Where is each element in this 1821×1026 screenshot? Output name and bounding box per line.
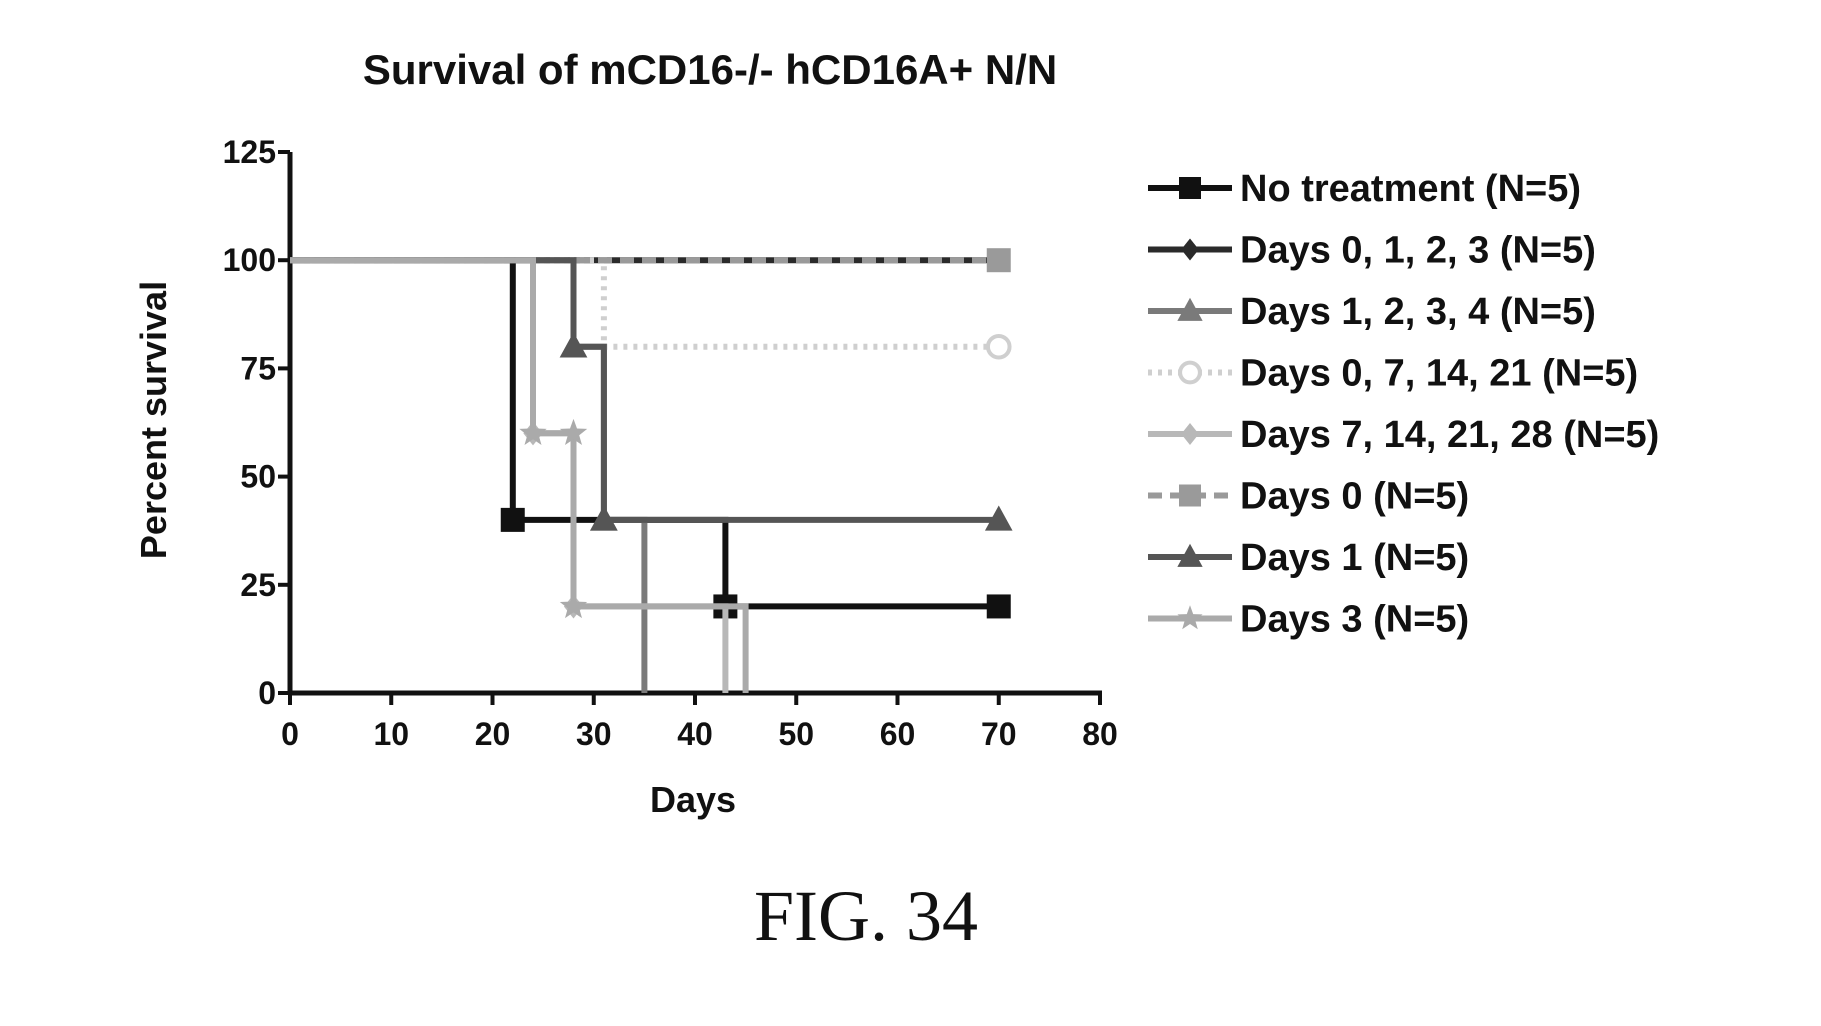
legend-label: Days 3 (N=5) bbox=[1240, 599, 1469, 641]
x-tick-label: 40 bbox=[677, 716, 713, 752]
legend-label: Days 0, 7, 14, 21 (N=5) bbox=[1240, 353, 1638, 395]
legend-entry: Days 0, 1, 2, 3 (N=5) bbox=[1148, 230, 1596, 272]
legend-entry: Days 3 (N=5) bbox=[1148, 599, 1469, 641]
legend-marker bbox=[1179, 485, 1201, 507]
chart-title: Survival of mCD16-/- hCD16A+ N/N bbox=[363, 46, 1057, 93]
series-line bbox=[290, 260, 746, 693]
series-line bbox=[290, 260, 999, 520]
series-line bbox=[290, 260, 725, 693]
legend-entry: Days 0 (N=5) bbox=[1148, 476, 1469, 518]
series-7 bbox=[290, 260, 1013, 530]
x-tick-label: 30 bbox=[576, 716, 612, 752]
data-point-marker bbox=[987, 248, 1011, 272]
series-1 bbox=[290, 260, 1011, 618]
series-line bbox=[290, 260, 999, 347]
legend-entry: Days 0, 7, 14, 21 (N=5) bbox=[1148, 353, 1638, 395]
legend-label: Days 7, 14, 21, 28 (N=5) bbox=[1240, 414, 1659, 456]
legend-entry: Days 1, 2, 3, 4 (N=5) bbox=[1148, 291, 1596, 333]
x-axis-title: Days bbox=[650, 779, 736, 820]
legend-marker bbox=[1181, 239, 1199, 261]
legend: No treatment (N=5) Days 0, 1, 2, 3 (N=5) D… bbox=[1148, 168, 1659, 641]
legend-label: No treatment (N=5) bbox=[1240, 168, 1581, 210]
series-3 bbox=[290, 260, 644, 693]
legend-label: Days 0 (N=5) bbox=[1240, 476, 1469, 518]
y-tick-label: 25 bbox=[240, 567, 276, 603]
data-point-marker bbox=[988, 336, 1010, 358]
data-point-marker bbox=[987, 594, 1011, 618]
x-tick-label: 70 bbox=[981, 716, 1017, 752]
x-ticks: 0 10 20 30 40 50 60 70 80 bbox=[281, 693, 1118, 752]
y-axis-title: Percent survival bbox=[133, 281, 174, 559]
series-4 bbox=[290, 260, 1010, 357]
data-point-marker bbox=[501, 508, 525, 532]
legend-label: Days 0, 1, 2, 3 (N=5) bbox=[1240, 230, 1596, 272]
legend-label: Days 1, 2, 3, 4 (N=5) bbox=[1240, 291, 1596, 333]
figure-caption: FIG. 34 bbox=[754, 876, 978, 956]
legend-marker bbox=[1180, 363, 1200, 383]
y-tick-label: 100 bbox=[223, 242, 276, 278]
x-tick-label: 60 bbox=[880, 716, 916, 752]
series-line bbox=[290, 260, 644, 693]
legend-label: Days 1 (N=5) bbox=[1240, 537, 1469, 579]
y-tick-label: 125 bbox=[223, 134, 276, 170]
x-tick-label: 80 bbox=[1082, 716, 1118, 752]
series-5 bbox=[290, 260, 725, 693]
x-tick-label: 0 bbox=[281, 716, 299, 752]
x-tick-label: 50 bbox=[778, 716, 814, 752]
y-tick-label: 75 bbox=[240, 350, 276, 386]
legend-entry: No treatment (N=5) bbox=[1148, 168, 1581, 210]
legend-entry: Days 1 (N=5) bbox=[1148, 537, 1469, 579]
legend-marker bbox=[1177, 605, 1202, 629]
legend-entry: Days 7, 14, 21, 28 (N=5) bbox=[1148, 414, 1659, 456]
series-8 bbox=[290, 260, 746, 693]
y-ticks: 0 25 50 75 100 125 bbox=[223, 134, 290, 711]
y-tick-label: 50 bbox=[240, 459, 276, 495]
series-layer bbox=[290, 248, 1013, 693]
y-tick-label: 0 bbox=[258, 675, 276, 711]
x-tick-label: 20 bbox=[475, 716, 511, 752]
axes bbox=[288, 152, 1102, 693]
legend-marker bbox=[1181, 423, 1199, 445]
legend-marker bbox=[1179, 177, 1201, 199]
x-tick-label: 10 bbox=[373, 716, 409, 752]
